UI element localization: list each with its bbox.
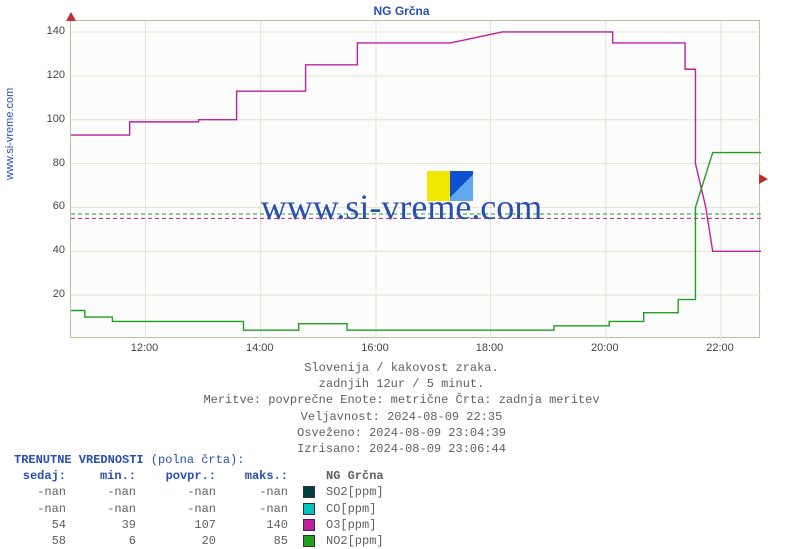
y-tick-label: 140: [35, 25, 65, 37]
table-cell: 85: [224, 533, 296, 549]
y-axis-label: www.si-vreme.com: [4, 88, 16, 180]
table-row: -nan-nan-nan-nanCO[ppm]: [14, 501, 482, 517]
series-label: SO2[ppm]: [322, 484, 482, 500]
series-label: NO2[ppm]: [322, 533, 482, 549]
table-header: maks.:: [224, 468, 296, 484]
table-station-header: NG Grčna: [322, 468, 482, 484]
meta-line: zadnjih 12ur / 5 minut.: [0, 376, 803, 392]
table-cell: -nan: [144, 484, 224, 500]
watermark-logo-icon: [427, 171, 473, 201]
table-row: 5439107140 O3[ppm]: [14, 517, 482, 533]
table-cell: 58: [14, 533, 74, 549]
x-tick-label: 18:00: [476, 342, 504, 354]
meta-line: Slovenija / kakovost zraka.: [0, 360, 803, 376]
chart-metadata: Slovenija / kakovost zraka. zadnjih 12ur…: [0, 360, 803, 457]
table-header: sedaj:: [14, 468, 74, 484]
current-values-table: TRENUTNE VREDNOSTI (polna črta): sedaj: …: [14, 452, 482, 549]
table-cell: 140: [224, 517, 296, 533]
table-cell: -nan: [224, 501, 296, 517]
y-tick-label: 100: [35, 113, 65, 125]
series-NO2[ppm]: [71, 153, 761, 331]
y-tick-label: 80: [35, 157, 65, 169]
series-O3[ppm]: [71, 32, 761, 251]
table-title: TRENUTNE VREDNOSTI (polna črta):: [14, 452, 482, 468]
table-header-row: sedaj: min.: povpr.: maks.: NG Grčna: [14, 468, 482, 484]
x-tick-label: 20:00: [591, 342, 619, 354]
meta-line: Osveženo: 2024-08-09 23:04:39: [0, 425, 803, 441]
plot-area: [70, 20, 760, 338]
y-axis-arrow-icon: [66, 12, 76, 21]
y-tick-label: 60: [35, 200, 65, 212]
legend-swatch-icon: [303, 535, 315, 547]
y-tick-label: 40: [35, 244, 65, 256]
y-tick-label: 20: [35, 288, 65, 300]
series-label: O3[ppm]: [322, 517, 482, 533]
table-row: 5862085 NO2[ppm]: [14, 533, 482, 549]
legend-swatch-icon: [303, 519, 315, 531]
x-tick-label: 22:00: [706, 342, 734, 354]
legend-swatch-icon: [303, 503, 315, 515]
table-title-main: TRENUTNE VREDNOSTI: [14, 453, 144, 467]
x-tick-label: 14:00: [246, 342, 274, 354]
table-cell: -nan: [74, 484, 144, 500]
x-tick-label: 16:00: [361, 342, 389, 354]
table-row: -nan-nan-nan-nanSO2[ppm]: [14, 484, 482, 500]
series-lines: [71, 21, 759, 337]
legend-swatch-icon: [303, 486, 315, 498]
x-axis-arrow-icon: [759, 174, 768, 184]
table-cell: 107: [144, 517, 224, 533]
x-tick-label: 12:00: [131, 342, 159, 354]
table-cell: 39: [74, 517, 144, 533]
table-cell: -nan: [224, 484, 296, 500]
table-cell: -nan: [74, 501, 144, 517]
table-cell: -nan: [14, 501, 74, 517]
table-cell: 20: [144, 533, 224, 549]
meta-line: Meritve: povprečne Enote: metrične Črta:…: [0, 392, 803, 408]
table-cell: 54: [14, 517, 74, 533]
air-quality-chart: NG Grčna www.si-vreme.com www.si-vreme.c…: [0, 0, 803, 536]
table-cell: -nan: [144, 501, 224, 517]
table-header: povpr.:: [144, 468, 224, 484]
table-header: min.:: [74, 468, 144, 484]
table-cell: -nan: [14, 484, 74, 500]
table-title-sub: (polna črta):: [144, 453, 245, 467]
meta-line: Veljavnost: 2024-08-09 22:35: [0, 409, 803, 425]
series-label: CO[ppm]: [322, 501, 482, 517]
table-cell: 6: [74, 533, 144, 549]
chart-title: NG Grčna: [0, 4, 803, 18]
y-tick-label: 120: [35, 69, 65, 81]
